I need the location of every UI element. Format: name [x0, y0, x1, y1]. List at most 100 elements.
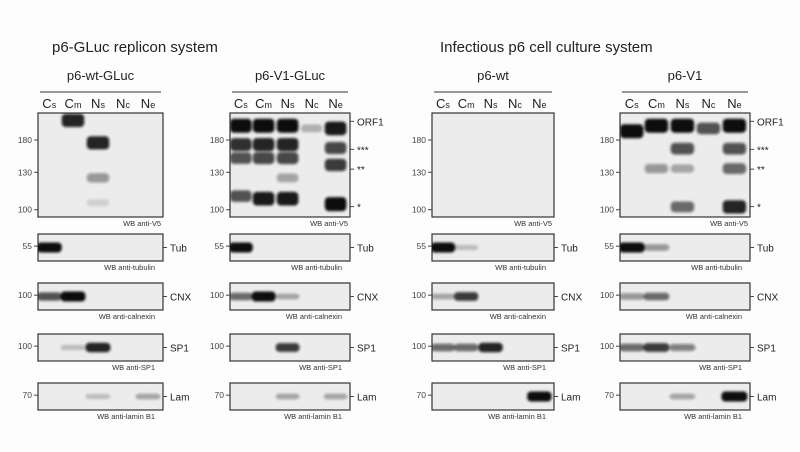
- panel-title: p6-V1: [668, 68, 703, 83]
- mw-marker: 100: [412, 205, 426, 215]
- protein-label: Tub: [561, 244, 578, 255]
- lane-letter: N: [675, 96, 684, 111]
- lane-subscript: s: [634, 100, 639, 110]
- lane-label: Ne: [727, 96, 741, 111]
- protein-label: SP1: [757, 344, 776, 355]
- lane-label: Ne: [328, 96, 342, 111]
- blot-frame: [37, 112, 164, 218]
- bands: [60, 342, 111, 353]
- protein-band: [85, 393, 111, 400]
- lane-label: Ns: [281, 96, 295, 111]
- bands: [620, 343, 696, 352]
- blot-tub: 55 Tub WB anti-tubulin: [605, 233, 774, 272]
- bands: [275, 393, 348, 400]
- mw-marker: 100: [18, 290, 32, 300]
- lane-letter: C: [255, 96, 264, 111]
- lane-subscript: s: [52, 100, 57, 110]
- bands: [620, 118, 747, 214]
- lane-label: Cs: [625, 96, 639, 111]
- lane-subscript: s: [100, 100, 105, 110]
- protein-band: [86, 136, 110, 150]
- protein-band: [135, 393, 161, 400]
- lane-subscript: c: [125, 100, 130, 110]
- mw-marker: 55: [23, 241, 33, 251]
- protein-band: [252, 191, 275, 206]
- protein-band: [323, 393, 348, 400]
- protein-band: [275, 393, 300, 400]
- lane-label: Cm: [648, 96, 665, 111]
- mw-marker: 100: [600, 290, 614, 300]
- protein-band: [696, 122, 721, 135]
- lane-label: Ne: [141, 96, 155, 111]
- protein-band: [230, 118, 252, 133]
- antibody-label: WB anti-tubulin: [291, 263, 342, 272]
- protein-band: [722, 118, 747, 133]
- protein-band: [60, 291, 86, 302]
- lane-letter: C: [436, 96, 445, 111]
- lane-letter: C: [234, 96, 243, 111]
- lane-letter: N: [727, 96, 736, 111]
- protein-band: [527, 391, 552, 402]
- blot-sp1: 100 SP1 WB anti-SP1: [210, 333, 376, 372]
- protein-band: [86, 173, 110, 183]
- bands: [527, 391, 552, 402]
- protein-band: [276, 137, 299, 152]
- mw-marker: 55: [605, 241, 615, 251]
- lane-letter: C: [65, 96, 74, 111]
- lane-subscript: m: [265, 100, 273, 110]
- protein-band: [722, 163, 747, 174]
- lane-label: Cm: [65, 96, 82, 111]
- lane-subscript: s: [685, 100, 690, 110]
- lane-subscript: e: [338, 100, 343, 110]
- lane-label: Cm: [255, 96, 272, 111]
- system-title: p6-GLuc replicon system: [52, 39, 218, 56]
- blot-cnx: 100 CNX WB anti-calnexin: [412, 282, 582, 321]
- protein-label: CNX: [757, 293, 778, 304]
- lane-subscript: c: [314, 100, 319, 110]
- antibody-label: WB anti-lamin B1: [97, 412, 155, 421]
- lane-subscript: s: [493, 100, 498, 110]
- lane-label: Cm: [458, 96, 475, 111]
- protein-band: [300, 124, 323, 133]
- protein-label: SP1: [170, 344, 189, 355]
- protein-band: [276, 191, 299, 206]
- bands: [38, 242, 62, 253]
- mw-marker: 100: [210, 205, 224, 215]
- protein-band: [669, 393, 696, 400]
- band-label: *: [357, 203, 361, 214]
- bands: [85, 393, 161, 400]
- protein-band: [620, 343, 645, 352]
- bands: [432, 342, 503, 353]
- bands: [432, 292, 479, 301]
- bands: [620, 292, 670, 301]
- protein-label: SP1: [561, 344, 580, 355]
- band-label: *: [757, 203, 761, 214]
- panel-title: p6-wt: [477, 68, 509, 83]
- lane-label: Nc: [508, 96, 522, 111]
- lane-letter: N: [328, 96, 337, 111]
- blot-cnx: 100 CNX WB anti-calnexin: [210, 282, 378, 321]
- protein-band: [60, 344, 86, 351]
- protein-band: [722, 142, 747, 155]
- protein-band: [252, 118, 275, 133]
- blot-frame: [431, 112, 555, 218]
- antibody-label: WB anti-tubulin: [104, 263, 155, 272]
- protein-band: [620, 242, 645, 253]
- lane-label: Ns: [484, 96, 498, 111]
- blot-cnx: 100 CNX WB anti-calnexin: [600, 282, 778, 321]
- lane-letter: N: [116, 96, 125, 111]
- protein-band: [230, 292, 253, 301]
- mw-marker: 70: [417, 390, 427, 400]
- blot-sp1: 100 SP1 WB anti-SP1: [412, 333, 580, 372]
- lane-label: Ne: [532, 96, 546, 111]
- antibody-label: WB anti-SP1: [699, 363, 742, 372]
- protein-band: [230, 190, 252, 202]
- bands: [432, 242, 479, 253]
- protein-label: Tub: [757, 244, 774, 255]
